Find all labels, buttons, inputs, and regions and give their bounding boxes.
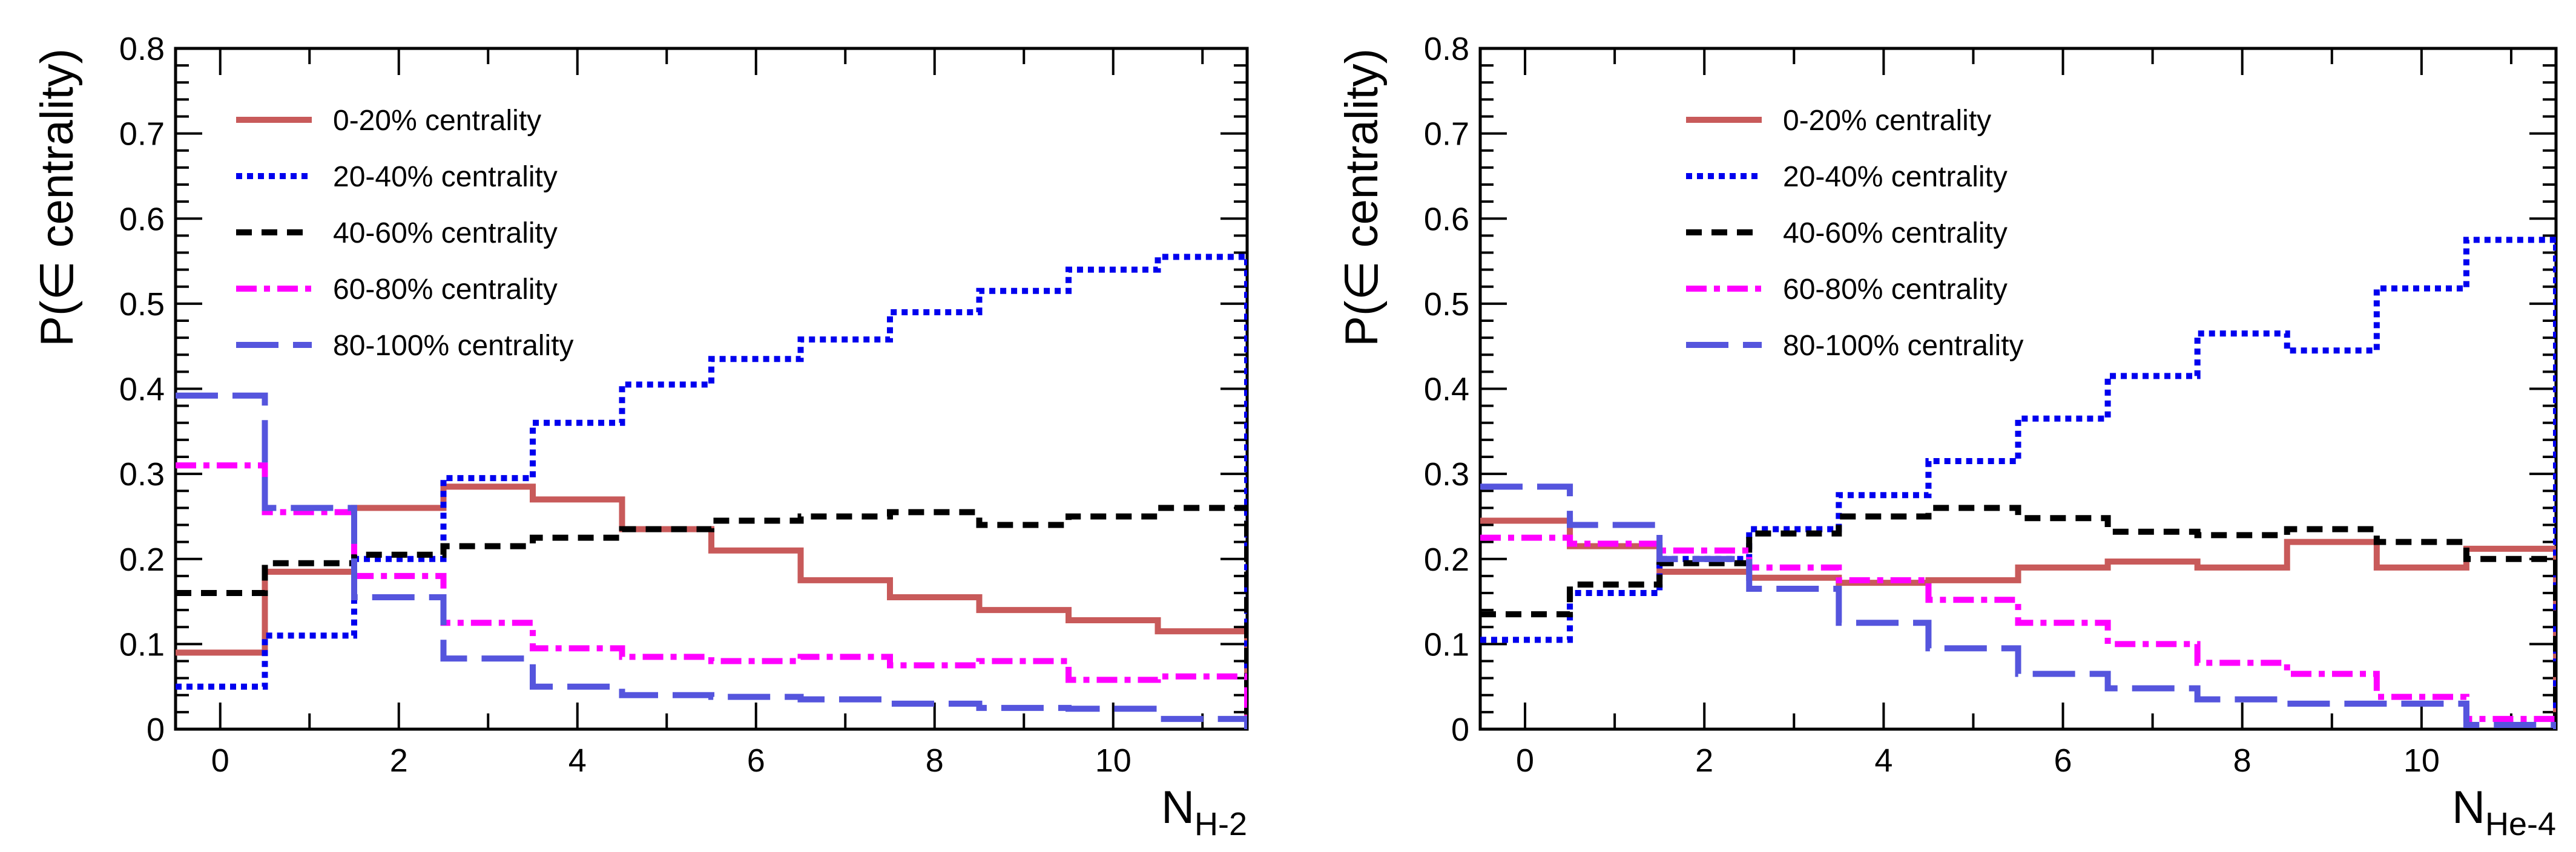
- x-tick-label: 10: [2403, 742, 2440, 779]
- y-tick-label: 0.5: [119, 286, 165, 323]
- y-axis-title: P(∈ centrality): [31, 48, 83, 347]
- x-tick-label: 6: [2054, 742, 2072, 779]
- x-axis-title-main: N: [1161, 782, 1194, 833]
- x-tick-label: 0: [1516, 742, 1534, 779]
- x-tick-label: 4: [568, 742, 587, 779]
- y-axis-title: P(∈ centrality): [1336, 48, 1388, 347]
- series-line-3: [1480, 505, 2556, 729]
- x-tick-label: 2: [1695, 742, 1713, 779]
- x-tick-label: 8: [926, 742, 944, 779]
- y-tick-label: 0.4: [119, 372, 165, 408]
- legend-label-3: 40-60% centrality: [333, 217, 558, 249]
- y-tick-label: 0.6: [119, 201, 165, 237]
- legend-label-1: 0-20% centrality: [1783, 105, 1991, 137]
- y-tick-label: 0: [147, 712, 165, 748]
- series-line-5: [1480, 483, 2556, 729]
- y-tick-label: 0.3: [119, 456, 165, 493]
- x-tick-label: 6: [747, 742, 765, 779]
- x-axis-title-subscript: H-2: [1194, 806, 1247, 842]
- legend-label-1: 0-20% centrality: [333, 105, 541, 137]
- series-line-3: [176, 505, 1247, 729]
- legend-label-5: 80-100% centrality: [333, 330, 574, 362]
- y-tick-label: 0.7: [1424, 116, 1469, 152]
- y-tick-label: 0.8: [1424, 31, 1469, 67]
- y-tick-label: 0.1: [1424, 626, 1469, 663]
- y-tick-label: 0.2: [1424, 542, 1469, 578]
- x-tick-label: 10: [1095, 742, 1132, 779]
- series-group: [1480, 237, 2556, 729]
- x-axis-title-main: N: [2452, 782, 2485, 833]
- legend-label-3: 40-60% centrality: [1783, 217, 2008, 249]
- plot-frame: [174, 47, 1249, 731]
- right-panel: 0 0.1 0.2 0.3 0.4 0.5 0.6 0.7 0.8 0 2 4 6 8 10 0-20% ce…: [1336, 31, 2558, 842]
- legend-label-5: 80-100% centrality: [1783, 330, 2024, 362]
- plot-frame: [1478, 47, 2558, 731]
- y-tick-label: 0.2: [119, 542, 165, 578]
- x-axis-title: NH-2: [1161, 782, 1247, 842]
- series-line-1: [1480, 517, 2556, 729]
- series-line-4: [1480, 534, 2556, 729]
- series-line-5: [176, 392, 1247, 729]
- legend-label-2: 20-40% centrality: [1783, 161, 2008, 193]
- x-tick-label: 0: [211, 742, 229, 779]
- x-axis-title-subscript: He-4: [2485, 806, 2556, 842]
- y-tick-label: 0.4: [1424, 372, 1469, 408]
- y-tick-label: 0.1: [119, 626, 165, 663]
- x-axis-title: NHe-4: [2452, 782, 2556, 842]
- legend-label-4: 60-80% centrality: [333, 274, 558, 306]
- series-group: [176, 254, 1247, 729]
- x-tick-label: 4: [1874, 742, 1892, 779]
- y-tick-label: 0.3: [1424, 456, 1469, 493]
- y-tick-label: 0.5: [1424, 286, 1469, 323]
- legend-label-4: 60-80% centrality: [1783, 274, 2008, 306]
- y-tick-label: 0.8: [119, 31, 165, 67]
- x-tick-label: 8: [2233, 742, 2252, 779]
- y-tick-label: 0: [1451, 712, 1469, 748]
- legend-label-2: 20-40% centrality: [333, 161, 558, 193]
- y-tick-label: 0.7: [119, 116, 165, 152]
- x-tick-label: 2: [390, 742, 408, 779]
- left-panel: 0 0.1 0.2 0.3 0.4 0.5 0.6 0.7 0.8 0 2 4 6 8 10 0-20% ce…: [31, 31, 1249, 842]
- y-tick-label: 0.6: [1424, 201, 1469, 237]
- series-line-4: [176, 462, 1247, 729]
